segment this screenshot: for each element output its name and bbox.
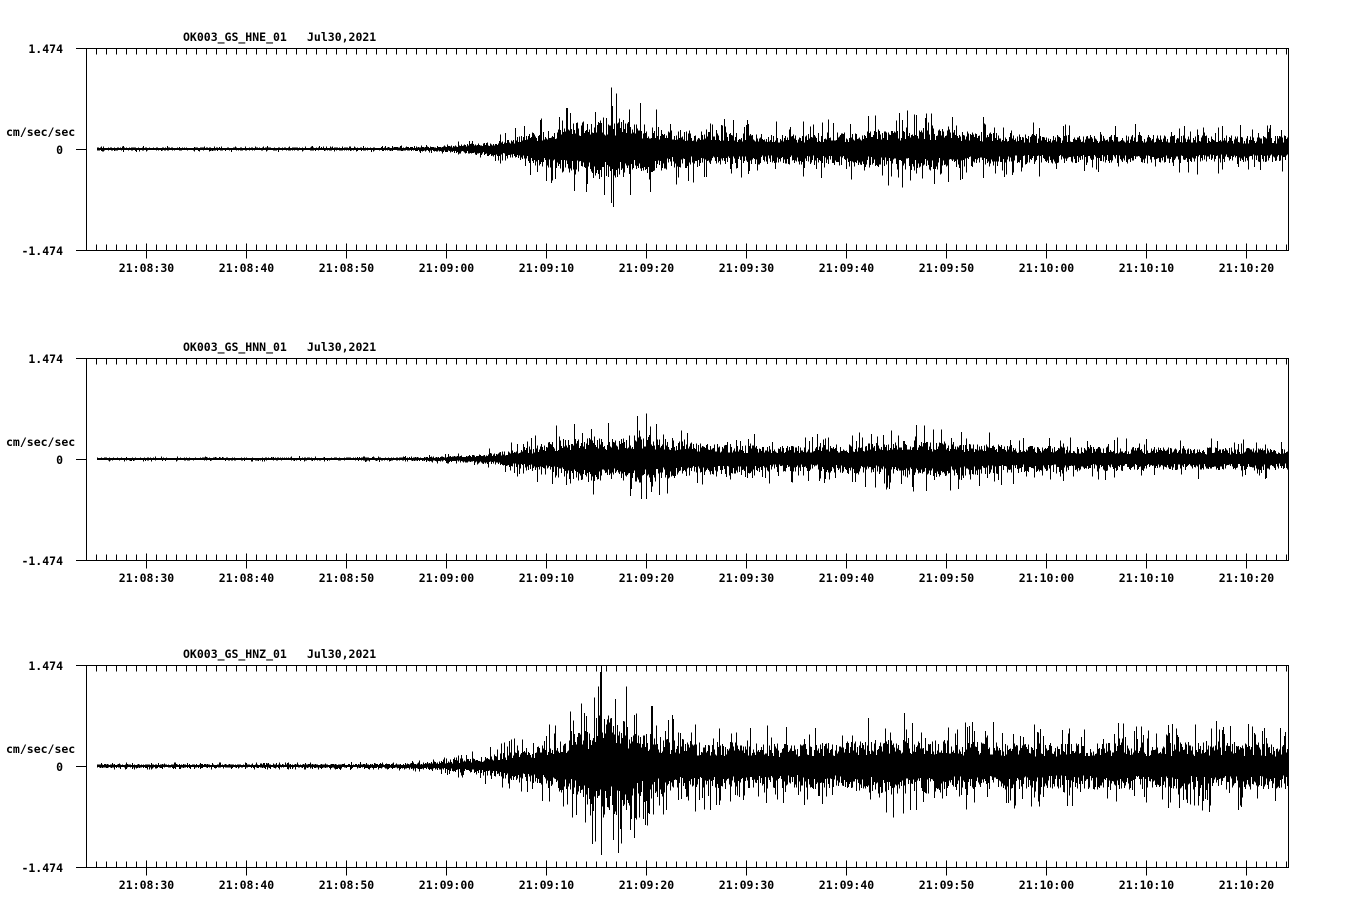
x-tick-label: 21:10:20 — [1219, 878, 1274, 892]
y-axis-min-label: -1.474 — [21, 554, 63, 568]
x-tick-label: 21:10:00 — [1019, 261, 1074, 275]
axis-ticks — [76, 358, 1287, 569]
panel-title-station: OK003_GS_HNN_01 — [183, 340, 287, 355]
x-tick-label: 21:09:20 — [619, 878, 674, 892]
y-axis-unit-label: cm/sec/sec — [6, 435, 75, 449]
y-axis-zero-label: 0 — [56, 453, 63, 467]
x-tick-label: 21:09:20 — [619, 261, 674, 275]
x-tick-label: 21:10:10 — [1119, 878, 1174, 892]
x-tick-label: 21:08:40 — [219, 261, 274, 275]
x-tick-label: 21:09:00 — [419, 571, 474, 585]
x-tick-label: 21:09:10 — [519, 878, 574, 892]
panel-title-date: Jul30,2021 — [307, 30, 376, 44]
x-tick-label: 21:09:10 — [519, 571, 574, 585]
panel-title-date: Jul30,2021 — [307, 340, 376, 354]
panel-dynamic-layer: 21:08:30 21:08:40 21:08:50 21:09:00 21:09:10… — [76, 665, 1289, 892]
waveform-trace-hnn — [97, 413, 1289, 499]
y-axis-min-label: -1.474 — [21, 861, 63, 875]
y-axis-zero-label: 0 — [56, 760, 63, 774]
x-tick-label: 21:09:50 — [919, 571, 974, 585]
panel-title-station: OK003_GS_HNZ_01 — [183, 647, 287, 662]
x-tick-label: 21:09:50 — [919, 261, 974, 275]
y-axis-unit-label: cm/sec/sec — [6, 742, 75, 756]
x-tick-label: 21:10:10 — [1119, 571, 1174, 585]
x-tick-label: 21:10:00 — [1019, 571, 1074, 585]
seismogram-panel-hnn: OK003_GS_HNN_01 Jul30,2021 1.474 cm/sec/… — [6, 340, 1289, 585]
x-tick-label: 21:09:00 — [419, 878, 474, 892]
x-tick-label: 21:09:40 — [819, 878, 874, 892]
x-tick-label: 21:08:50 — [319, 571, 374, 585]
y-axis-max-label: 1.474 — [28, 352, 63, 366]
x-tick-label: 21:08:50 — [319, 261, 374, 275]
panel-title-station: OK003_GS_HNE_01 — [183, 30, 287, 45]
x-tick-label: 21:09:10 — [519, 261, 574, 275]
x-tick-label: 21:09:40 — [819, 261, 874, 275]
y-axis-zero-label: 0 — [56, 143, 63, 157]
seismogram-panel-hne: OK003_GS_HNE_01 Jul30,2021 1.474 cm/sec/… — [6, 30, 1289, 275]
y-axis-unit-label: cm/sec/sec — [6, 125, 75, 139]
x-tick-label: 21:08:30 — [119, 571, 174, 585]
x-tick-label: 21:10:10 — [1119, 261, 1174, 275]
y-axis-max-label: 1.474 — [28, 659, 63, 673]
panel-dynamic-layer: 21:08:30 21:08:40 21:08:50 21:09:00 21:09:10… — [76, 358, 1289, 585]
x-tick-label: 21:09:30 — [719, 571, 774, 585]
x-tick-label: 21:08:40 — [219, 878, 274, 892]
x-tick-label: 21:09:40 — [819, 571, 874, 585]
x-tick-label: 21:09:00 — [419, 261, 474, 275]
axis-ticks — [76, 48, 1287, 259]
x-tick-label: 21:10:20 — [1219, 571, 1274, 585]
x-tick-label: 21:08:30 — [119, 878, 174, 892]
x-tick-label: 21:08:40 — [219, 571, 274, 585]
waveform-trace-hne — [97, 87, 1289, 208]
x-tick-label: 21:10:00 — [1019, 878, 1074, 892]
x-tick-label: 21:09:30 — [719, 261, 774, 275]
y-axis-min-label: -1.474 — [21, 244, 63, 258]
x-tick-label: 21:08:50 — [319, 878, 374, 892]
panel-title-date: Jul30,2021 — [307, 647, 376, 661]
x-tick-label: 21:08:30 — [119, 261, 174, 275]
x-tick-label: 21:09:30 — [719, 878, 774, 892]
x-tick-label: 21:09:20 — [619, 571, 674, 585]
y-axis-max-label: 1.474 — [28, 42, 63, 56]
panel-dynamic-layer: 21:08:30 21:08:40 21:08:50 21:09:00 21:09:10… — [76, 48, 1289, 275]
axis-ticks — [76, 665, 1287, 876]
x-tick-label: 21:09:50 — [919, 878, 974, 892]
waveform-trace-hnz — [97, 665, 1289, 855]
seismogram-panel-hnz: OK003_GS_HNZ_01 Jul30,2021 1.474 cm/sec/… — [6, 647, 1289, 892]
x-tick-label: 21:10:20 — [1219, 261, 1274, 275]
